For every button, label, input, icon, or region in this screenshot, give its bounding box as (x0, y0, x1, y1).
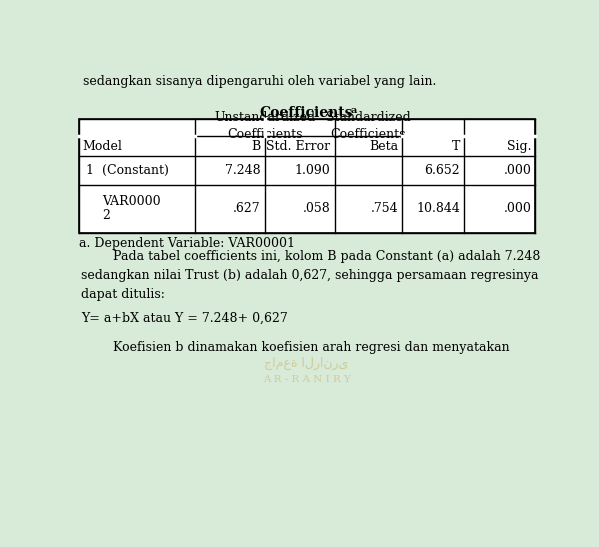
Text: A R - R A N I R Y: A R - R A N I R Y (263, 375, 350, 383)
Text: .000: .000 (504, 202, 531, 216)
Text: a: a (351, 106, 357, 115)
Text: 6.652: 6.652 (425, 164, 460, 177)
Text: Koefisien b dinamakan koefisien arah regresi dan menyatakan: Koefisien b dinamakan koefisien arah reg… (81, 341, 510, 353)
Text: Y= a+bX atau Y = 7.248+ 0,627: Y= a+bX atau Y = 7.248+ 0,627 (81, 311, 288, 324)
Text: sedangkan nilai Trust (b) adalah 0,627, sehingga persamaan regresinya: sedangkan nilai Trust (b) adalah 0,627, … (81, 269, 539, 282)
Text: Model: Model (83, 139, 123, 153)
Text: Std. Error: Std. Error (267, 139, 331, 153)
Text: .754: .754 (370, 202, 398, 216)
Text: B: B (252, 139, 261, 153)
Text: Unstandardized
Coefficients: Unstandardized Coefficients (214, 111, 315, 141)
Text: Beta: Beta (369, 139, 398, 153)
Text: 1: 1 (85, 164, 93, 177)
Text: sedangkan sisanya dipengaruhi oleh variabel yang lain.: sedangkan sisanya dipengaruhi oleh varia… (83, 75, 436, 88)
Text: T: T (452, 139, 460, 153)
Text: dapat ditulis:: dapat ditulis: (81, 288, 165, 301)
Text: 10.844: 10.844 (416, 202, 460, 216)
Text: جامعة الرانرى: جامعة الرانرى (264, 357, 349, 370)
Text: 7.248: 7.248 (225, 164, 261, 177)
Text: Pada tabel coefficients ini, kolom B pada Constant (a) adalah 7.248: Pada tabel coefficients ini, kolom B pad… (81, 249, 540, 263)
Bar (78, 119, 536, 232)
Text: Coefficients: Coefficients (260, 106, 353, 120)
Text: .058: .058 (303, 202, 331, 216)
Text: Sig.: Sig. (507, 139, 531, 153)
Text: Standardized
Coefficients: Standardized Coefficients (326, 111, 410, 141)
Text: .000: .000 (504, 164, 531, 177)
Text: 1.090: 1.090 (295, 164, 331, 177)
Text: VAR0000: VAR0000 (102, 195, 161, 208)
Text: a. Dependent Variable: VAR00001: a. Dependent Variable: VAR00001 (78, 237, 295, 251)
Text: 2: 2 (102, 210, 110, 222)
Text: (Constant): (Constant) (102, 164, 169, 177)
Text: .627: .627 (233, 202, 261, 216)
